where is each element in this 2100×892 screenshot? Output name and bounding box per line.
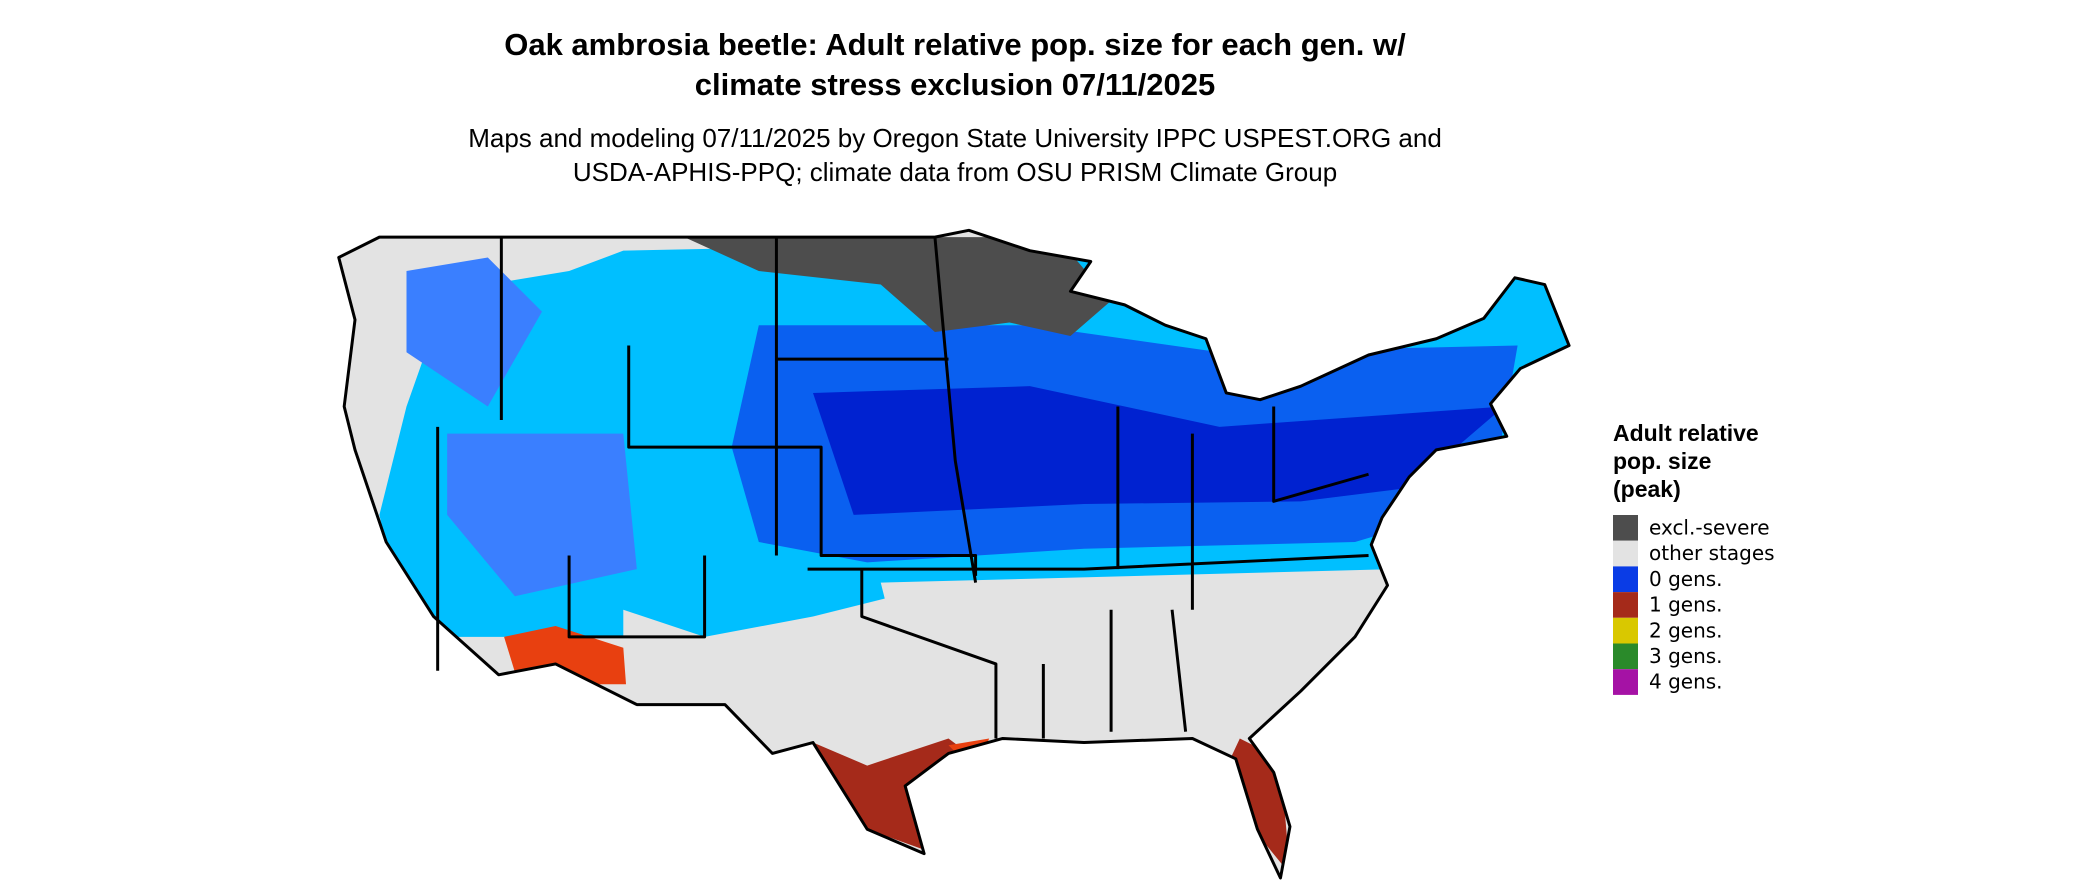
- state-boundary: [436, 236, 1369, 739]
- legend-swatch: [1613, 669, 1638, 695]
- legend-swatch: [1613, 515, 1638, 541]
- legend-label: 1 gens.: [1649, 593, 1723, 617]
- legend-swatch: [1613, 643, 1638, 670]
- legend-label: other stages: [1649, 541, 1775, 565]
- us-map: [337, 228, 1571, 880]
- red-zone: [765, 738, 1290, 874]
- subtitle-line: Maps and modeling 07/11/2025 by Oregon S…: [468, 123, 1442, 153]
- title-line: Oak ambrosia beetle: Adult relative pop.…: [504, 27, 1406, 62]
- legend-title: (peak): [1613, 476, 1681, 502]
- legend-label: 3 gens.: [1649, 644, 1723, 668]
- gray-zone: [623, 569, 1396, 739]
- legend-swatch: [1613, 540, 1638, 567]
- title-line: climate stress exclusion 07/11/2025: [695, 67, 1215, 102]
- legend-label: 2 gens.: [1649, 618, 1723, 642]
- excluded-zone: [684, 237, 1112, 337]
- blue-zone: [406, 257, 637, 597]
- legend-swatch: [1613, 566, 1638, 593]
- legend-swatch: [1613, 592, 1638, 618]
- legend-title: Adult relative: [1613, 420, 1759, 446]
- legend-label: excl.-severe: [1649, 516, 1770, 540]
- titles: Oak ambrosia beetle: Adult relative pop.…: [468, 27, 1442, 187]
- legend-title: pop. size: [1613, 448, 1711, 474]
- state-lines: [337, 228, 1571, 880]
- red-zone: [504, 626, 1098, 773]
- subtitle-line: USDA-APHIS-PPQ; climate data from OSU PR…: [573, 157, 1337, 187]
- legend-swatch: [1613, 617, 1638, 644]
- dark-blue-zone: [813, 386, 1505, 515]
- legend-label: 4 gens.: [1649, 670, 1723, 694]
- legend-label: 0 gens.: [1649, 567, 1723, 591]
